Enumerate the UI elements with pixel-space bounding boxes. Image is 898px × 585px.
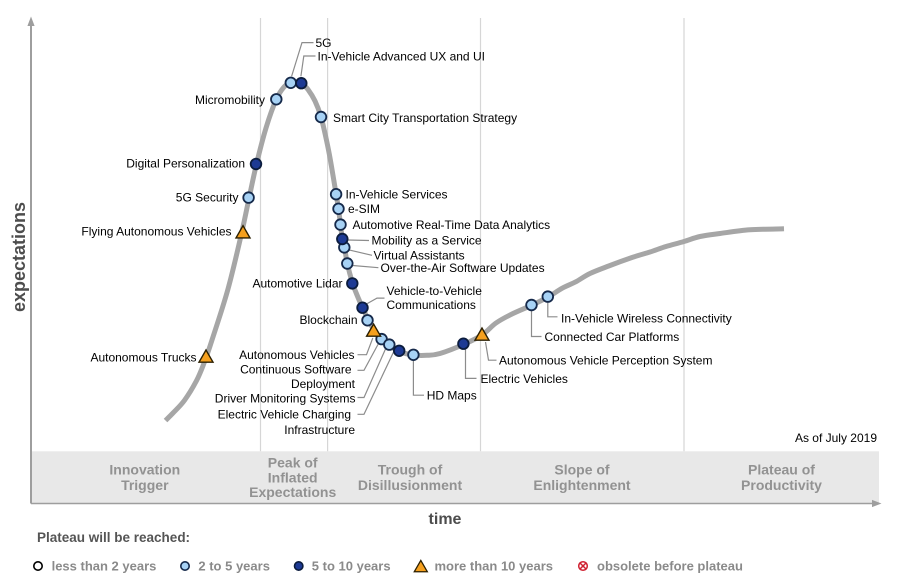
- svg-text:Plateau will be reached:: Plateau will be reached:: [37, 530, 190, 545]
- svg-text:Smart City Transportation Stra: Smart City Transportation Strategy: [333, 111, 517, 125]
- svg-text:Connected Car Platforms: Connected Car Platforms: [545, 330, 680, 344]
- svg-text:Peak of: Peak of: [268, 455, 318, 471]
- svg-text:Expectations: Expectations: [249, 484, 336, 500]
- svg-text:Micromobility: Micromobility: [195, 93, 265, 107]
- svg-text:5G Security: 5G Security: [176, 191, 239, 205]
- svg-text:Trigger: Trigger: [121, 477, 169, 493]
- svg-text:Plateau of: Plateau of: [748, 462, 815, 478]
- svg-text:Electric Vehicle Charging: Electric Vehicle Charging: [218, 408, 351, 422]
- svg-text:5G: 5G: [316, 36, 332, 50]
- svg-text:2 to 5 years: 2 to 5 years: [198, 559, 270, 574]
- svg-text:In-Vehicle Advanced UX and UI: In-Vehicle Advanced UX and UI: [318, 49, 485, 63]
- svg-text:Vehicle-to-Vehicle: Vehicle-to-Vehicle: [387, 284, 483, 298]
- svg-text:Electric Vehicles: Electric Vehicles: [481, 372, 568, 386]
- svg-text:Deployment: Deployment: [291, 377, 356, 391]
- svg-text:In-Vehicle Wireless Connectivi: In-Vehicle Wireless Connectivity: [561, 311, 732, 325]
- svg-text:Innovation: Innovation: [109, 462, 180, 478]
- svg-text:Inflated: Inflated: [268, 470, 318, 486]
- svg-text:5 to 10 years: 5 to 10 years: [312, 559, 391, 574]
- svg-text:HD Maps: HD Maps: [427, 388, 477, 402]
- svg-text:Communications: Communications: [387, 298, 476, 312]
- svg-text:Autonomous Vehicle Perception: Autonomous Vehicle Perception System: [499, 354, 712, 368]
- svg-text:obsolete before plateau: obsolete before plateau: [597, 559, 743, 574]
- svg-text:Productivity: Productivity: [741, 477, 822, 493]
- svg-text:time: time: [429, 511, 462, 528]
- svg-text:Digital Personalization: Digital Personalization: [126, 157, 245, 171]
- svg-text:Blockchain: Blockchain: [299, 313, 357, 327]
- svg-text:In-Vehicle Services: In-Vehicle Services: [346, 188, 448, 202]
- svg-text:Flying Autonomous Vehicles: Flying Autonomous Vehicles: [81, 225, 231, 239]
- svg-text:Infrastructure: Infrastructure: [284, 423, 355, 437]
- svg-text:expectations: expectations: [9, 202, 29, 312]
- svg-text:Automotive Real-Time Data Anal: Automotive Real-Time Data Analytics: [353, 218, 551, 232]
- svg-text:Continuous Software: Continuous Software: [240, 363, 352, 377]
- svg-text:Over-the-Air Software Updates: Over-the-Air Software Updates: [381, 261, 545, 275]
- svg-text:Disillusionment: Disillusionment: [358, 477, 463, 493]
- svg-text:As of July 2019: As of July 2019: [795, 431, 877, 445]
- svg-text:Trough of: Trough of: [378, 462, 443, 478]
- svg-text:e-SIM: e-SIM: [348, 202, 380, 216]
- svg-text:Virtual Assistants: Virtual Assistants: [374, 249, 465, 263]
- svg-text:Enlightenment: Enlightenment: [533, 477, 631, 493]
- svg-text:Slope of: Slope of: [554, 462, 610, 478]
- svg-text:Autonomous Vehicles: Autonomous Vehicles: [239, 348, 354, 362]
- svg-text:Driver Monitoring Systems: Driver Monitoring Systems: [215, 391, 356, 405]
- svg-text:Autonomous Trucks: Autonomous Trucks: [90, 350, 196, 364]
- svg-text:Automotive Lidar: Automotive Lidar: [252, 277, 342, 291]
- svg-text:Mobility as a Service: Mobility as a Service: [372, 234, 482, 248]
- svg-text:less than 2 years: less than 2 years: [52, 559, 157, 574]
- svg-text:more than 10 years: more than 10 years: [435, 559, 554, 574]
